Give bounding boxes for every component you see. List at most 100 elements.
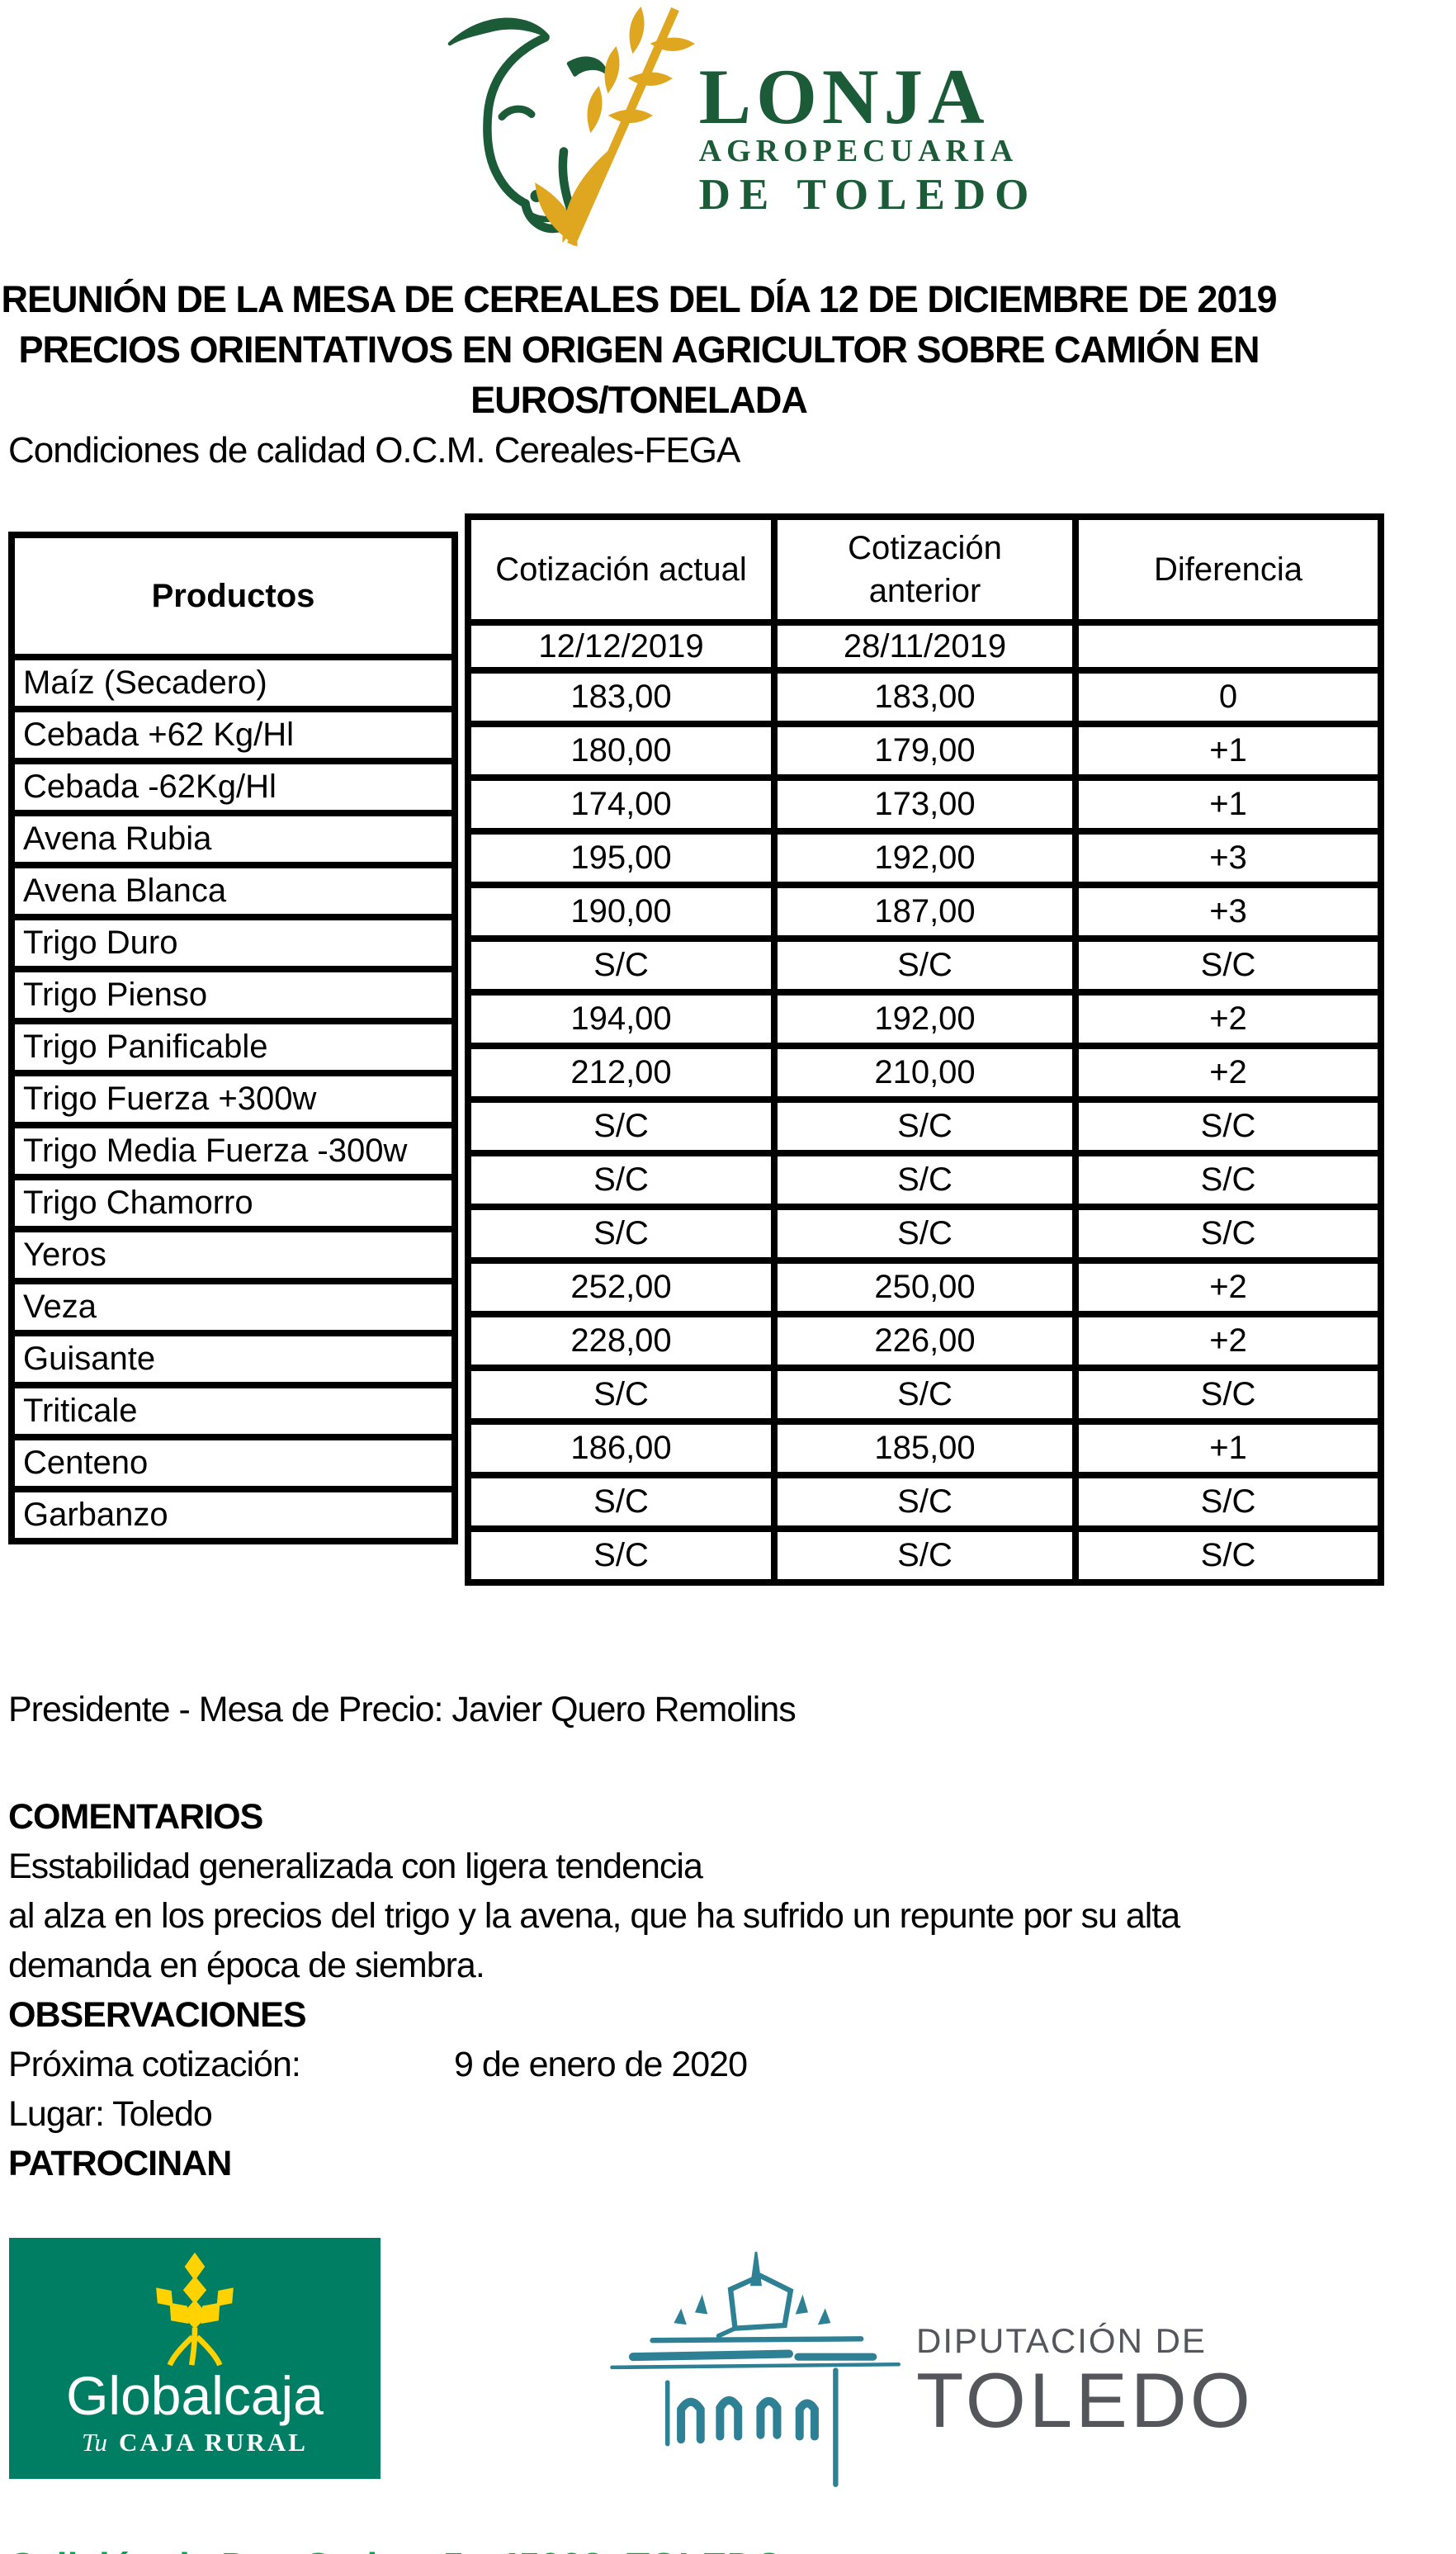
table-row: Trigo Fuerza +300w xyxy=(8,1070,458,1128)
col-header-difference: Diferencia xyxy=(1072,513,1384,626)
observations-heading: OBSERVACIONES xyxy=(8,1995,307,2035)
col-header-products: Productos xyxy=(8,532,458,660)
diff-cell: +2 xyxy=(1072,1043,1384,1103)
table-row: S/C S/C S/C xyxy=(465,1364,1384,1425)
current-cell: 212,00 xyxy=(465,1043,778,1103)
comments-line: Esstabilidad generalizada con ligera ten… xyxy=(8,1847,703,1886)
previous-cell: S/C xyxy=(771,1364,1079,1425)
product-cell: Trigo Chamorro xyxy=(8,1174,458,1232)
table-row: Yeros xyxy=(8,1226,458,1284)
diff-cell: +1 xyxy=(1072,774,1384,835)
table-row: 180,00 179,00 +1 xyxy=(465,721,1384,781)
col-header-current: Cotización actual xyxy=(465,513,778,626)
current-cell: 183,00 xyxy=(465,667,778,727)
table-row: S/C S/C S/C xyxy=(465,1150,1384,1210)
table-row: 194,00 192,00 +2 xyxy=(465,989,1384,1049)
globalcaja-tagline-caps: CAJA RURAL xyxy=(119,2428,308,2457)
globalcaja-tagline-script: Tu xyxy=(82,2428,108,2457)
previous-cell: 226,00 xyxy=(771,1311,1079,1371)
current-cell: 195,00 xyxy=(465,828,778,888)
table-row: S/C S/C S/C xyxy=(465,935,1384,996)
previous-cell: S/C xyxy=(771,1204,1079,1264)
diputacion-text: DIPUTACIÓN DE TOLEDO xyxy=(916,2320,1254,2490)
product-cell: Yeros xyxy=(8,1226,458,1284)
table-row: Maíz (Secadero) xyxy=(8,654,458,712)
product-cell: Trigo Pienso xyxy=(8,966,458,1024)
previous-cell: 250,00 xyxy=(771,1257,1079,1317)
globalcaja-tagline: Tu CAJA RURAL xyxy=(82,2428,308,2457)
product-cell: Triticale xyxy=(8,1382,458,1440)
product-cell: Avena Blanca xyxy=(8,862,458,920)
table-row: Cebada +62 Kg/Hl xyxy=(8,706,458,764)
current-cell: 180,00 xyxy=(465,721,778,781)
product-cell: Centeno xyxy=(8,1434,458,1492)
table-row: S/C S/C S/C xyxy=(465,1204,1384,1264)
current-cell: 228,00 xyxy=(465,1311,778,1371)
diff-cell: +3 xyxy=(1072,828,1384,888)
table-row: Triticale xyxy=(8,1382,458,1440)
table-row: Trigo Panificable xyxy=(8,1018,458,1076)
current-cell: S/C xyxy=(465,1525,778,1586)
diff-cell: S/C xyxy=(1072,1364,1384,1425)
table-row: Trigo Chamorro xyxy=(8,1174,458,1232)
previous-cell: 187,00 xyxy=(771,882,1079,942)
sponsors-heading: PATROCINAN xyxy=(8,2144,232,2183)
product-cell: Veza xyxy=(8,1278,458,1336)
product-cell: Avena Rubia xyxy=(8,810,458,868)
product-cell: Garbanzo xyxy=(8,1486,458,1544)
current-cell: 190,00 xyxy=(465,882,778,942)
table-row: S/C S/C S/C xyxy=(465,1472,1384,1532)
president-line: Presidente - Mesa de Precio: Javier Quer… xyxy=(8,1690,797,1729)
product-cell: Trigo Fuerza +300w xyxy=(8,1070,458,1128)
diputacion-line2: TOLEDO xyxy=(916,2357,1254,2443)
product-cell: Maíz (Secadero) xyxy=(8,654,458,712)
place-line: Lugar: Toledo xyxy=(8,2094,213,2134)
previous-cell: S/C xyxy=(771,935,1079,996)
date-current: 12/12/2019 xyxy=(465,619,778,674)
footer-address: Callejón de Dos Codos, 5 - 45003- TOLEDO xyxy=(8,2543,1456,2554)
diff-cell: S/C xyxy=(1072,1096,1384,1156)
previous-cell: S/C xyxy=(771,1096,1079,1156)
col-header-previous: Cotización anterior xyxy=(771,513,1079,626)
diff-cell: S/C xyxy=(1072,935,1384,996)
product-cell: Cebada +62 Kg/Hl xyxy=(8,706,458,764)
current-cell: 174,00 xyxy=(465,774,778,835)
globalcaja-name: Globalcaja xyxy=(66,2365,324,2426)
bull-wheat-icon xyxy=(447,7,695,247)
table-row: 183,00 183,00 0 xyxy=(465,667,1384,727)
current-cell: S/C xyxy=(465,1472,778,1532)
previous-cell: S/C xyxy=(771,1150,1079,1210)
diff-cell: S/C xyxy=(1072,1472,1384,1532)
previous-cell: 173,00 xyxy=(771,774,1079,835)
table-row: Cebada -62Kg/Hl xyxy=(8,758,458,816)
logo-sub1: AGROPECUARIA xyxy=(698,134,1019,168)
current-cell: S/C xyxy=(465,1204,778,1264)
product-cell: Guisante xyxy=(8,1330,458,1388)
table-row: Centeno xyxy=(8,1434,458,1492)
diff-cell: S/C xyxy=(1072,1204,1384,1264)
wheat-icon xyxy=(156,2252,234,2367)
diff-cell: +2 xyxy=(1072,1257,1384,1317)
logo-name: LONJA xyxy=(698,53,990,140)
comments-heading: COMENTARIOS xyxy=(8,1797,263,1837)
table-row: Trigo Media Fuerza -300w xyxy=(8,1122,458,1180)
table-row: S/C S/C S/C xyxy=(465,1096,1384,1156)
globalcaja-logo: Globalcaja Tu CAJA RURAL xyxy=(9,2238,381,2479)
previous-cell: 179,00 xyxy=(771,721,1079,781)
current-cell: 194,00 xyxy=(465,989,778,1049)
table-row: 190,00 187,00 +3 xyxy=(465,882,1384,942)
previous-cell: 183,00 xyxy=(771,667,1079,727)
product-cell: Cebada -62Kg/Hl xyxy=(8,758,458,816)
next-quote-label: Próxima cotización: xyxy=(8,2045,301,2084)
table-row: Guisante xyxy=(8,1330,458,1388)
diff-cell: +1 xyxy=(1072,1418,1384,1478)
previous-cell: S/C xyxy=(771,1525,1079,1586)
meeting-title: REUNIÓN DE LA MESA DE CEREALES DEL DÍA 1… xyxy=(1,278,1278,320)
building-sketch-icon xyxy=(610,2251,901,2487)
product-cell: Trigo Duro xyxy=(8,914,458,972)
previous-cell: S/C xyxy=(771,1472,1079,1532)
next-quote-date: 9 de enero de 2020 xyxy=(454,2045,748,2084)
lonja-logo: LONJA AGROPECUARIA DE TOLEDO xyxy=(0,0,1456,253)
current-cell: 252,00 xyxy=(465,1257,778,1317)
